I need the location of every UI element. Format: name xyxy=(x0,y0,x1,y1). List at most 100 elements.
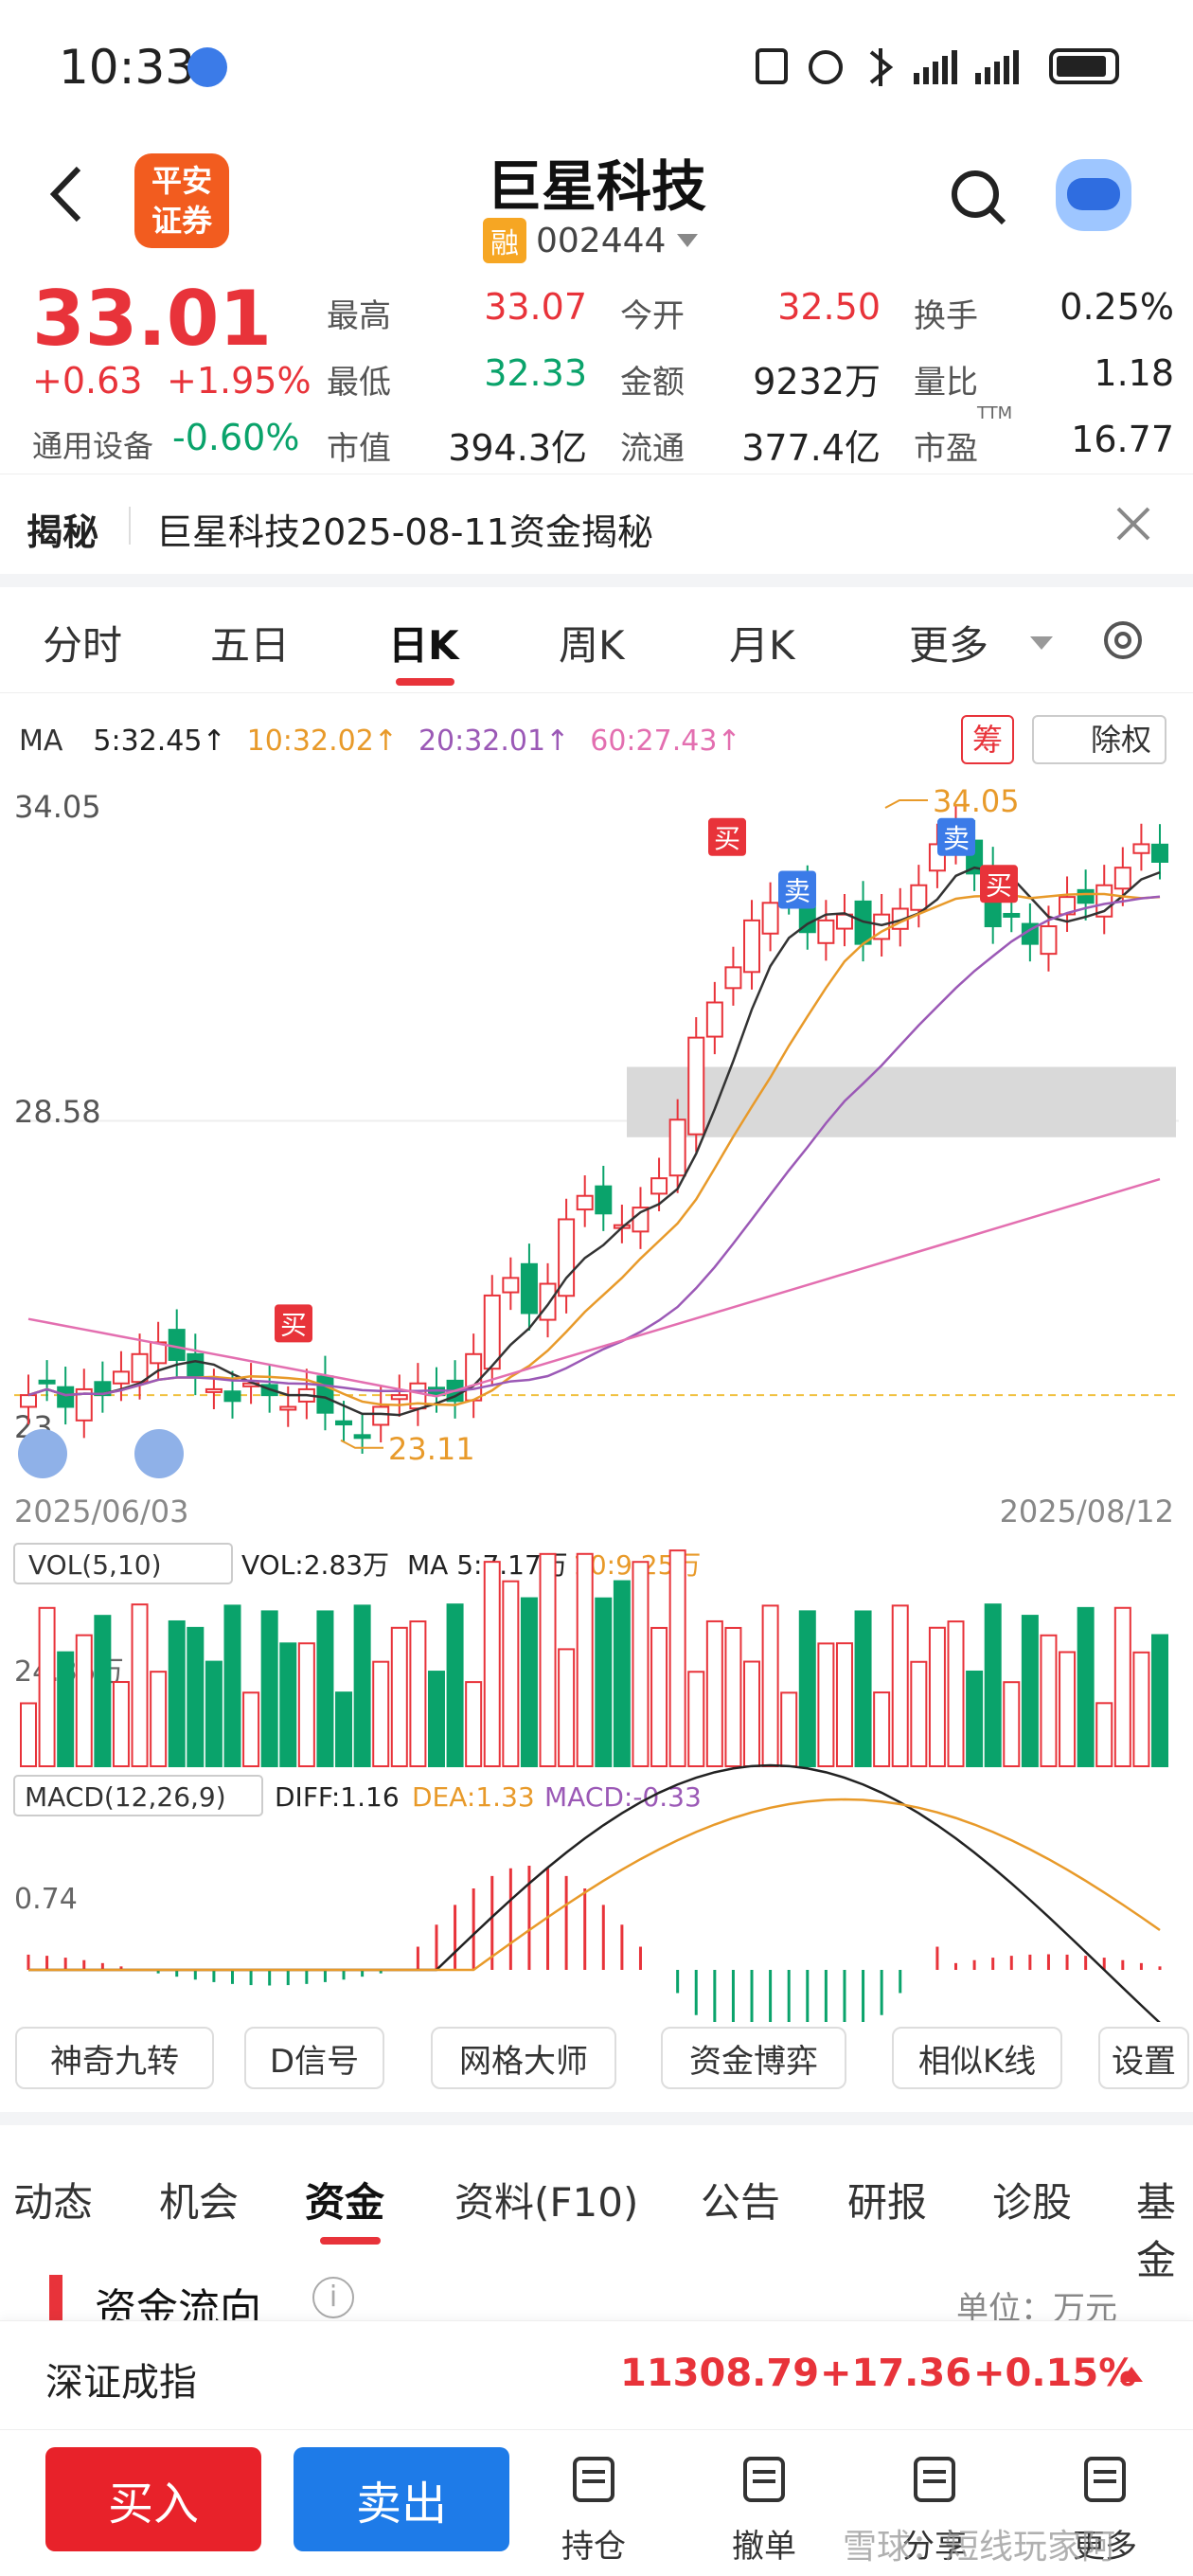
volume-bar xyxy=(780,1691,798,1768)
tool-button[interactable]: D信号 xyxy=(244,2027,384,2089)
assistant-robot-icon[interactable] xyxy=(1056,159,1131,231)
high-marker xyxy=(884,799,928,809)
volume-bar xyxy=(75,1634,93,1767)
broker-logo: 平安 证券 xyxy=(134,153,229,248)
info-tab[interactable]: 公告 xyxy=(701,2179,781,2226)
volume-bar xyxy=(743,1660,761,1768)
nav-item[interactable]: 分享 xyxy=(882,2453,987,2567)
volume-bar xyxy=(205,1660,223,1767)
chevron-up-icon[interactable] xyxy=(1117,2363,1146,2386)
tool-button[interactable]: 网格大师 xyxy=(431,2027,616,2089)
tool-label: 神奇九转 xyxy=(50,2042,179,2081)
candle-body xyxy=(1003,912,1021,918)
nav-item[interactable]: 持仓 xyxy=(542,2453,646,2567)
pe-ttm-sup: TTM xyxy=(977,403,1013,423)
signal-text: 买 xyxy=(280,1309,307,1340)
search-icon[interactable] xyxy=(947,166,1013,232)
nav-item[interactable]: 撤单 xyxy=(712,2453,816,2567)
signal-text: 买 xyxy=(986,869,1012,901)
sector-change[interactable]: -0.60% xyxy=(172,417,300,458)
ma60-line xyxy=(27,1177,1161,1398)
sector-name[interactable]: 通用设备 xyxy=(32,428,154,464)
candle-body xyxy=(724,966,742,990)
banner-divider xyxy=(129,507,131,545)
info-tabs: 动态 机会 资金 资料(F10) 公告 研报 诊股 基金 xyxy=(0,2112,1193,2283)
tool-label: D信号 xyxy=(269,2042,360,2081)
volume-bar xyxy=(873,1691,891,1767)
fund-flow-title: 资金流向 xyxy=(95,2285,261,2320)
info-tab[interactable]: 机会 xyxy=(159,2179,240,2226)
ma-label[interactable]: MA xyxy=(19,724,63,758)
candle-body xyxy=(390,1394,408,1401)
back-icon[interactable] xyxy=(43,161,90,227)
gear-icon[interactable] xyxy=(1096,614,1149,667)
ex-rights-label: 除权 xyxy=(1091,722,1152,758)
price-change-pct: +1.95% xyxy=(167,360,312,402)
info-tab[interactable]: 资料(F10) xyxy=(454,2179,639,2226)
quote-value: 394.3亿 xyxy=(448,427,587,469)
candle-body xyxy=(1113,867,1131,890)
candle-body xyxy=(1040,925,1058,956)
info-icon[interactable]: i xyxy=(312,2277,354,2318)
stock-name: 巨星科技 xyxy=(486,154,706,219)
tool-button[interactable]: 资金博弈 xyxy=(661,2027,846,2089)
tool-button[interactable]: 设置 xyxy=(1098,2027,1189,2089)
ma60-value: 60:27.43↑ xyxy=(590,724,741,758)
ma10-line xyxy=(27,892,1161,1406)
nav-item[interactable]: 更多 xyxy=(1053,2453,1157,2567)
candle-body xyxy=(335,1420,353,1426)
candle-body xyxy=(279,1405,297,1411)
volume-bar xyxy=(1151,1634,1168,1767)
volume-bar xyxy=(1095,1702,1113,1767)
tab-daily-k[interactable]: 日K xyxy=(388,622,459,669)
info-tab[interactable]: 动态 xyxy=(13,2179,94,2226)
candle-body xyxy=(558,1218,576,1297)
signal-badge xyxy=(980,865,1018,903)
volume-bar xyxy=(187,1626,205,1768)
buy-button[interactable]: 买入 xyxy=(45,2447,261,2551)
tool-label: 网格大师 xyxy=(459,2042,588,2081)
tab-five-day[interactable]: 五日 xyxy=(210,622,291,669)
volume-bar xyxy=(798,1610,816,1767)
status-time: 10:33 xyxy=(59,40,196,95)
info-tab[interactable]: 研报 xyxy=(847,2179,928,2226)
index-ticker[interactable]: 深证成指 11308.79 +17.36 +0.15% xyxy=(0,2320,1193,2429)
quote-value: 9232万 xyxy=(753,361,881,402)
price-change: +0.63 xyxy=(32,360,143,402)
info-tab[interactable]: 诊股 xyxy=(992,2179,1073,2226)
stock-code[interactable]: 融 002444 xyxy=(483,218,702,263)
quote-label: 最高 xyxy=(327,297,391,335)
tool-button[interactable]: 神奇九转 xyxy=(15,2027,214,2089)
sell-button[interactable]: 卖出 xyxy=(294,2447,509,2551)
tool-button[interactable]: 相似K线 xyxy=(892,2027,1062,2089)
candle-body xyxy=(316,1375,334,1414)
volume-bar xyxy=(483,1561,501,1768)
kline-chart-area[interactable]: MA 5:32.45↑ 10:32.02↑ 20:32.01↑ 60:27.43… xyxy=(0,696,1193,2079)
quote-label: 金额 xyxy=(620,364,685,402)
volume-bar xyxy=(966,1670,984,1768)
tab-intraday[interactable]: 分时 xyxy=(43,622,123,669)
volume-bar xyxy=(150,1671,168,1767)
quote-label: 流通 xyxy=(620,430,685,468)
macd-indicator-box xyxy=(13,1775,263,1816)
close-icon[interactable] xyxy=(1113,503,1154,545)
active-subtab-indicator xyxy=(320,2237,381,2245)
tab-more[interactable]: 更多 xyxy=(909,622,989,669)
last-price: 33.01 xyxy=(32,275,273,363)
info-tab[interactable]: 资金 xyxy=(305,2179,385,2226)
tab-weekly-k[interactable]: 周K xyxy=(559,622,625,669)
ma-legend: MA 5:32.45↑ 10:32.02↑ 20:32.01↑ 60:27.43… xyxy=(19,724,741,758)
volume-bar xyxy=(724,1626,742,1768)
tab-monthly-k[interactable]: 月K xyxy=(729,622,795,669)
candle-body xyxy=(595,1185,613,1215)
signal-badge xyxy=(937,817,975,856)
chips-button[interactable]: 筹 xyxy=(961,715,1014,764)
candle-body xyxy=(38,1379,56,1385)
candle-body xyxy=(576,1194,594,1211)
app-notification-icon xyxy=(187,47,227,87)
fund-reveal-banner[interactable]: 揭秘 巨星科技2025-08-11资金揭秘 xyxy=(0,474,1193,587)
candle-body xyxy=(910,884,928,911)
info-tab[interactable]: 基金 xyxy=(1136,2179,1177,2283)
ex-rights-button[interactable]: 除权 xyxy=(1032,715,1166,764)
